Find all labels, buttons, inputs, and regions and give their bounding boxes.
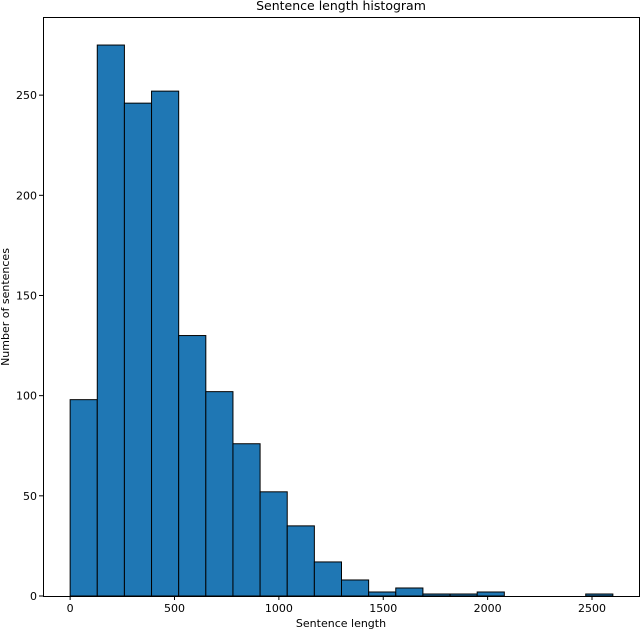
y-tick-label: 200 [16,189,37,202]
histogram-bar [69,399,98,597]
histogram-bar [341,579,370,597]
y-tick-label: 50 [23,490,37,503]
histogram-bar [123,102,153,597]
histogram-bar [96,44,125,597]
histogram-bar [286,525,315,597]
y-tick-label: 0 [30,590,37,603]
histogram-bar [395,587,424,597]
y-tick-label: 150 [16,289,37,302]
histogram-bar [151,90,180,597]
x-tick-label: 1500 [369,602,397,615]
y-axis-ticks: 0 50 100 150 200 250 [16,89,43,603]
y-axis-label: Number of sentences [0,248,12,366]
x-tick-label: 2500 [578,602,606,615]
x-tick-label: 2000 [474,602,502,615]
y-tick-label: 250 [16,89,37,102]
x-axis-label: Sentence length [296,617,386,629]
x-tick-label: 0 [67,602,74,615]
histogram-bar [585,593,614,597]
histogram-bar [476,591,505,597]
histogram-bar [449,593,478,597]
x-tick-label: 1000 [265,602,293,615]
histogram-bar [205,391,234,597]
bars-group [69,44,614,597]
chart-title: Sentence length histogram [256,0,426,13]
histogram-bar [259,491,288,597]
histogram-bar [422,593,451,597]
histogram-bar [368,591,397,597]
histogram-bar [178,335,207,597]
histogram-bar [313,561,343,597]
y-tick-label: 100 [16,390,37,403]
x-tick-label: 500 [164,602,185,615]
histogram-bar [232,443,261,597]
x-axis-ticks: 0 500 1000 1500 2000 2500 [67,596,606,615]
